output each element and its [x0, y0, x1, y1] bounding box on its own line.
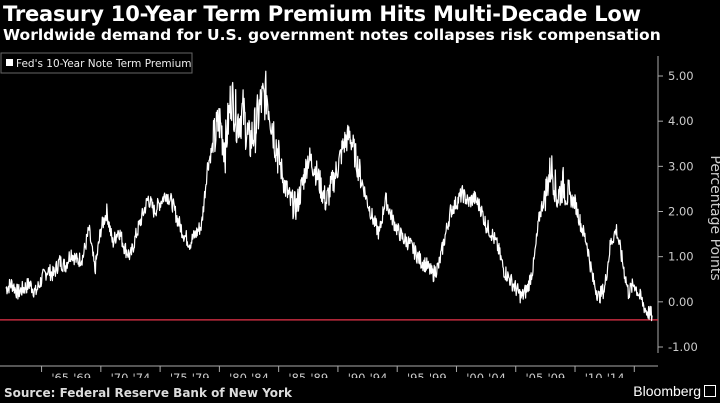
y-tick-label: 2.00: [668, 205, 694, 219]
series-layer: [0, 70, 658, 322]
y-axis-title: Percentage Points: [707, 155, 720, 280]
chart-title: Treasury 10-Year Term Premium Hits Multi…: [3, 2, 641, 26]
y-tick-label: 0.00: [668, 295, 694, 309]
legend: Fed's 10-Year Note Term Premium: [0, 52, 193, 74]
y-tick-label: 1.00: [668, 250, 694, 264]
chart-plot-area: 5.00 4.00 3.00 2.00 1.00 0.00 -1.00 Percentage …: [0, 52, 720, 378]
chart-subtitle: Worldwide demand for U.S. government not…: [3, 26, 661, 44]
x-tick-label: '05-'09: [526, 371, 566, 378]
brand-box-icon: [704, 385, 716, 397]
y-tick-label: 5.00: [668, 69, 694, 83]
x-tick-label: '85-'89: [288, 371, 328, 378]
y-tick-label: 4.00: [668, 114, 694, 128]
x-tick-label: '70-'74: [111, 371, 151, 378]
brand-text: Bloomberg: [633, 383, 701, 399]
legend-entry: Fed's 10-Year Note Term Premium: [16, 58, 191, 70]
x-tick-label: '10-'14: [585, 371, 625, 378]
source-note: Source: Federal Reserve Bank of New York: [4, 386, 292, 400]
x-tick-label: '90-'94: [348, 371, 388, 378]
series-line: [5, 70, 653, 322]
legend-swatch: [6, 59, 13, 66]
brand-logo: Bloomberg: [633, 383, 716, 399]
x-tick-label: '00-'04: [466, 371, 506, 378]
y-tick-label: 3.00: [668, 159, 694, 173]
x-tick-label: '75-'79: [170, 371, 210, 378]
legend-box: [0, 52, 193, 74]
x-tick-label: '80-'84: [229, 371, 269, 378]
x-tick-label: '95-'99: [407, 371, 447, 378]
x-tick-label: '65-'69: [51, 371, 91, 378]
y-tick-label: -1.00: [668, 340, 698, 354]
axes-layer: 5.00 4.00 3.00 2.00 1.00 0.00 -1.00 Percentage …: [0, 56, 720, 378]
